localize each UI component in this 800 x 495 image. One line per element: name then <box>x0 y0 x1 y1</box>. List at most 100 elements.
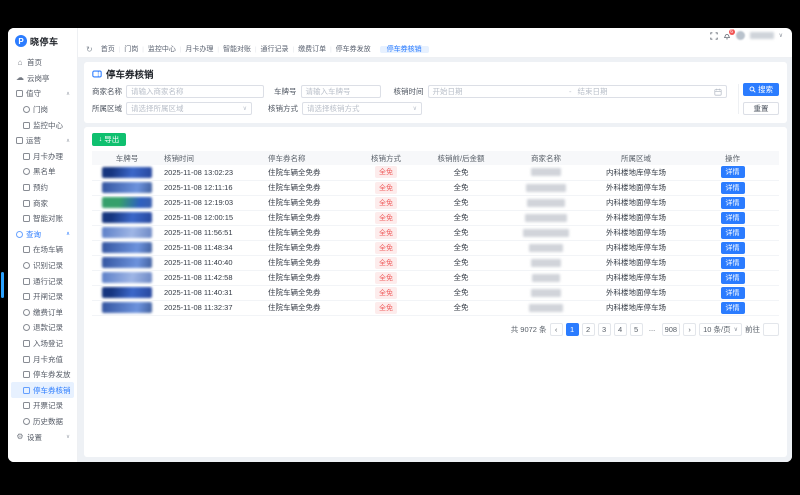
cell-verify-time: 2025-11-08 11:56:51 <box>162 225 266 241</box>
sidebar-item-gate-open-log[interactable]: 开闸记录 <box>11 289 74 305</box>
page-button-4[interactable]: 4 <box>613 322 627 336</box>
area-select[interactable]: 请选择所属区域 ∨ <box>126 102 252 115</box>
detail-button[interactable]: 详情 <box>720 181 745 194</box>
sidebar-item-duty[interactable]: 值守 ∧ <box>11 86 74 102</box>
page-button-5[interactable]: 5 <box>629 322 643 336</box>
sidebar-item-card-recharge[interactable]: 月卡充值 <box>11 351 74 367</box>
license-plate-redacted <box>102 272 152 283</box>
cell-verify-time: 2025-11-08 12:11:16 <box>162 180 266 196</box>
sidebar-item-ticket-verify[interactable]: 停车券核销 <box>11 382 74 399</box>
sidebar-item-label: 预约 <box>33 183 48 193</box>
tab-1[interactable]: 门岗 <box>124 45 139 53</box>
sidebar-item-payment-order[interactable]: 缴费订单 <box>11 305 74 321</box>
column-header: 核销时间 <box>162 151 266 165</box>
tab-0[interactable]: 首页 <box>100 45 115 53</box>
sidebar-item-refund-log[interactable]: 退款记录 <box>11 320 74 336</box>
chevron-down-icon: ∨ <box>733 326 738 333</box>
monitor-center-icon <box>23 121 30 129</box>
method-placeholder: 请选择核销方式 <box>307 104 360 113</box>
export-button[interactable]: ↓ 导出 <box>92 133 126 146</box>
method-badge: 全免 <box>375 196 397 209</box>
table-row: 2025-11-08 12:00:15 住院车辆全免券 全免 全免 外科楼地面停车场 详情 <box>92 210 779 226</box>
sidebar-item-merchant[interactable]: 商家 <box>11 195 74 211</box>
detail-button[interactable]: 详情 <box>720 271 745 284</box>
sidebar-item-query[interactable]: 查询 ∧ <box>11 227 74 243</box>
cell-amount: 全免 <box>416 240 506 256</box>
sidebar-item-ticket-issue[interactable]: 停车券发放 <box>11 367 74 383</box>
license-plate-redacted <box>102 257 152 268</box>
goto-label: 前往 <box>745 324 760 334</box>
detail-button[interactable]: 详情 <box>720 286 745 299</box>
detail-button[interactable]: 详情 <box>720 211 745 224</box>
sidebar-item-label: 通行记录 <box>33 276 63 286</box>
tab-7[interactable]: 停车券发放 <box>335 45 371 53</box>
search-button[interactable]: 搜索 <box>743 83 779 96</box>
sidebar-item-onsite-vehicle[interactable]: 在场车辆 <box>11 242 74 258</box>
merchant-name-redacted <box>523 228 569 237</box>
page-button-1[interactable]: 1 <box>565 322 579 336</box>
merchant-input[interactable]: 请输入商家名称 <box>126 85 264 98</box>
cell-method: 全免 <box>356 210 416 226</box>
detail-button[interactable]: 详情 <box>720 196 745 209</box>
sidebar-item-month-card[interactable]: 月卡办理 <box>11 149 74 165</box>
sidebar-item-pass-log[interactable]: 通行记录 <box>11 273 74 289</box>
fullscreen-icon[interactable] <box>709 31 718 40</box>
sidebar-item-label: 历史数据 <box>33 416 63 426</box>
cell-action: 详情 <box>686 225 779 241</box>
method-badge: 全免 <box>375 271 397 284</box>
sidebar-item-settings[interactable]: ⚙ 设置 ∨ <box>11 429 74 445</box>
next-page-button[interactable]: › <box>683 322 697 336</box>
sidebar-scrollbar[interactable] <box>1 272 4 298</box>
tab-separator: | <box>118 46 121 53</box>
sidebar-item-home[interactable]: ⌂ 首页 <box>11 55 74 71</box>
sidebar-item-entry-register[interactable]: 入场登记 <box>11 336 74 352</box>
tab-5[interactable]: 通行记录 <box>260 45 289 53</box>
detail-button[interactable]: 详情 <box>720 241 745 254</box>
page-button-3[interactable]: 3 <box>597 322 611 336</box>
detail-button[interactable]: 详情 <box>720 166 745 179</box>
table-row: 2025-11-08 11:42:58 住院车辆全免券 全免 全免 内科楼地库停车场 详情 <box>92 270 779 286</box>
detail-button[interactable]: 详情 <box>720 256 745 269</box>
date-range-input[interactable]: 开始日期 - 结束日期 <box>427 85 727 98</box>
page-size-select[interactable]: 10 条/页 ∨ <box>699 322 742 336</box>
recognition-log-icon <box>23 262 30 270</box>
sidebar-item-recognition-log[interactable]: 识别记录 <box>11 258 74 274</box>
cell-area: 外科楼地面停车场 <box>586 285 686 301</box>
sidebar-item-invoice-log[interactable]: 开票记录 <box>11 398 74 414</box>
plate-input[interactable]: 请输入车牌号 <box>300 85 381 98</box>
sidebar-item-smart-audit[interactable]: 智能对账 <box>11 211 74 227</box>
tab-3[interactable]: 月卡办理 <box>185 45 214 53</box>
page-title: 停车券核销 <box>106 70 154 81</box>
chevron-icon: ∨ <box>65 434 70 441</box>
avatar[interactable] <box>735 31 745 40</box>
method-badge: 全免 <box>375 286 397 299</box>
method-select[interactable]: 请选择核销方式 ∨ <box>302 102 422 115</box>
tab-active[interactable]: 停车券核销 <box>379 45 429 53</box>
sidebar-item-history-data[interactable]: 历史数据 <box>11 414 74 430</box>
sidebar-item-operation[interactable]: 运营 ∧ <box>11 133 74 149</box>
range-separator: - <box>569 87 572 96</box>
refresh-icon[interactable]: ↻ <box>86 44 93 54</box>
prev-page-button[interactable]: ‹ <box>549 322 563 336</box>
page-button-2[interactable]: 2 <box>581 322 595 336</box>
sidebar-item-label: 月卡充值 <box>33 354 63 364</box>
detail-button[interactable]: 详情 <box>720 301 745 314</box>
filter-buttons: 搜索 重置 <box>743 83 779 115</box>
sidebar-item-blacklist[interactable]: 黑名单 <box>11 164 74 180</box>
tab-2[interactable]: 监控中心 <box>147 45 176 53</box>
history-data-icon <box>23 417 30 425</box>
cell-voucher-name: 住院车辆全免券 <box>266 255 356 271</box>
sidebar-item-booking[interactable]: 预约 <box>11 180 74 196</box>
page-button-908[interactable]: 908 <box>661 322 681 336</box>
reset-button[interactable]: 重置 <box>743 102 779 115</box>
tab-6[interactable]: 缴费订单 <box>298 45 327 53</box>
sidebar-item-monitor-center[interactable]: 监控中心 <box>11 117 74 133</box>
detail-button[interactable]: 详情 <box>720 226 745 239</box>
table-row: 2025-11-08 11:56:51 住院车辆全免券 全免 全免 外科楼地面停车场 详情 <box>92 225 779 241</box>
goto-page-input[interactable] <box>763 322 779 336</box>
tab-4[interactable]: 智能对账 <box>222 45 251 53</box>
sidebar-item-gate[interactable]: 门岗 <box>11 102 74 118</box>
chevron-down-icon[interactable]: ∨ <box>778 33 783 39</box>
sidebar-item-cloud-booth[interactable]: ☁ 云岗亭 <box>11 71 74 87</box>
notification-bell[interactable]: 6 <box>723 28 735 40</box>
